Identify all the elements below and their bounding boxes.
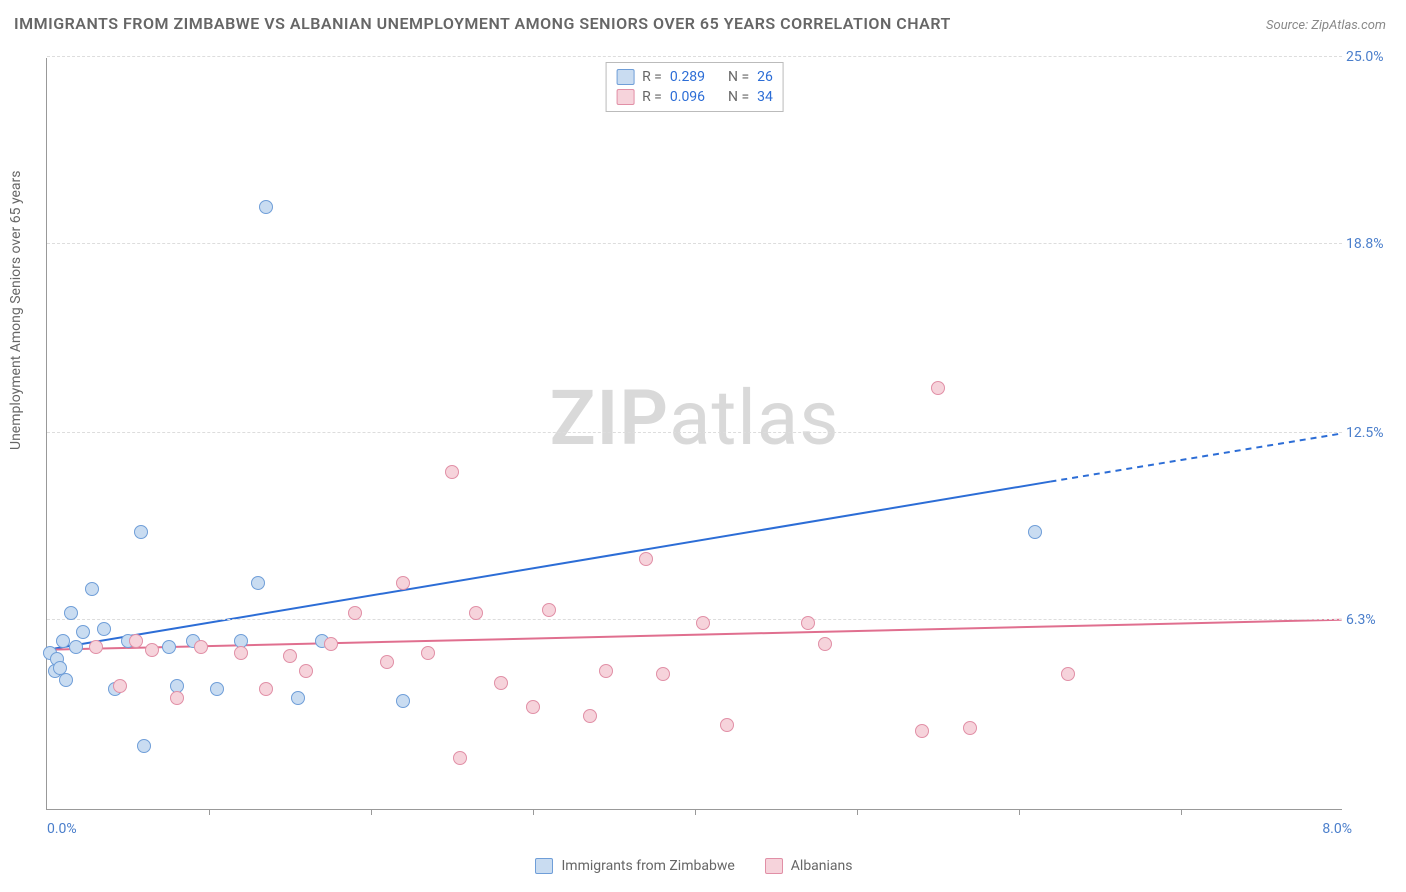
trend-line-dashed bbox=[1050, 434, 1341, 482]
scatter-point bbox=[396, 576, 410, 590]
x-tick-mark bbox=[1019, 809, 1020, 815]
n-value: 34 bbox=[757, 89, 773, 105]
scatter-point bbox=[129, 634, 143, 648]
gridline-h bbox=[47, 432, 1342, 433]
r-label: R = bbox=[642, 69, 662, 85]
scatter-point bbox=[113, 679, 127, 693]
scatter-point bbox=[801, 616, 815, 630]
source-attribution: Source: ZipAtlas.com bbox=[1266, 18, 1386, 33]
scatter-point bbox=[251, 576, 265, 590]
scatter-point bbox=[137, 739, 151, 753]
legend-label: Albanians bbox=[791, 858, 853, 874]
y-tick-label: 18.8% bbox=[1346, 236, 1396, 252]
y-tick-label: 6.3% bbox=[1346, 612, 1396, 628]
r-label: R = bbox=[642, 89, 662, 105]
legend-bottom: Immigrants from Zimbabwe Albanians bbox=[46, 858, 1342, 874]
scatter-point bbox=[162, 640, 176, 654]
scatter-point bbox=[599, 664, 613, 678]
correlation-stat-box: R = 0.289 N = 26 R = 0.096 N = 34 bbox=[605, 62, 784, 112]
legend-item: Albanians bbox=[765, 858, 853, 874]
scatter-point bbox=[421, 646, 435, 660]
scatter-point bbox=[453, 751, 467, 765]
x-tick-mark bbox=[209, 809, 210, 815]
y-tick-label: 12.5% bbox=[1346, 425, 1396, 441]
scatter-point bbox=[1028, 525, 1042, 539]
legend-label: Immigrants from Zimbabwe bbox=[561, 858, 734, 874]
x-tick-mark bbox=[533, 809, 534, 815]
scatter-point bbox=[818, 637, 832, 651]
legend-item: Immigrants from Zimbabwe bbox=[535, 858, 734, 874]
scatter-point bbox=[291, 691, 305, 705]
scatter-point bbox=[656, 667, 670, 681]
scatter-point bbox=[542, 603, 556, 617]
legend-swatch bbox=[765, 858, 783, 874]
y-axis-label: Unemployment Among Seniors over 65 years bbox=[8, 171, 24, 451]
r-value: 0.289 bbox=[670, 69, 705, 85]
gridline-h bbox=[47, 56, 1342, 57]
scatter-point bbox=[89, 640, 103, 654]
trend-layer bbox=[47, 58, 1342, 809]
scatter-point bbox=[56, 634, 70, 648]
n-value: 26 bbox=[757, 69, 773, 85]
gridline-h bbox=[47, 243, 1342, 244]
legend-swatch bbox=[616, 89, 634, 105]
scatter-point bbox=[283, 649, 297, 663]
scatter-point bbox=[170, 691, 184, 705]
legend-swatch bbox=[616, 69, 634, 85]
scatter-point bbox=[494, 676, 508, 690]
scatter-point bbox=[963, 721, 977, 735]
chart-title: IMMIGRANTS FROM ZIMBABWE VS ALBANIAN UNE… bbox=[14, 14, 951, 33]
scatter-point bbox=[259, 200, 273, 214]
scatter-point bbox=[59, 673, 73, 687]
scatter-point bbox=[97, 622, 111, 636]
x-tick-mark bbox=[1181, 809, 1182, 815]
y-tick-label: 25.0% bbox=[1346, 49, 1396, 65]
stat-row: R = 0.096 N = 34 bbox=[616, 87, 773, 107]
x-tick-max: 8.0% bbox=[1322, 821, 1352, 837]
scatter-point bbox=[234, 646, 248, 660]
scatter-point bbox=[915, 724, 929, 738]
scatter-point bbox=[85, 582, 99, 596]
scatter-point bbox=[931, 381, 945, 395]
stat-row: R = 0.289 N = 26 bbox=[616, 67, 773, 87]
gridline-h bbox=[47, 619, 1342, 620]
scatter-point bbox=[299, 664, 313, 678]
n-label: N = bbox=[728, 89, 749, 105]
x-tick-mark bbox=[695, 809, 696, 815]
scatter-point bbox=[469, 606, 483, 620]
scatter-point bbox=[348, 606, 362, 620]
scatter-point bbox=[396, 694, 410, 708]
chart-container: IMMIGRANTS FROM ZIMBABWE VS ALBANIAN UNE… bbox=[0, 0, 1406, 892]
scatter-point bbox=[445, 465, 459, 479]
scatter-point bbox=[134, 525, 148, 539]
scatter-point bbox=[259, 682, 273, 696]
x-tick-mark bbox=[857, 809, 858, 815]
scatter-point bbox=[194, 640, 208, 654]
legend-swatch bbox=[535, 858, 553, 874]
scatter-point bbox=[380, 655, 394, 669]
scatter-point bbox=[76, 625, 90, 639]
trend-line bbox=[47, 482, 1050, 650]
plot-area: ZIPatlas 6.3%12.5%18.8%25.0%0.0%8.0%R =0… bbox=[46, 58, 1342, 810]
r-value: 0.096 bbox=[670, 89, 705, 105]
scatter-point bbox=[583, 709, 597, 723]
scatter-point bbox=[696, 616, 710, 630]
x-tick-mark bbox=[371, 809, 372, 815]
scatter-point bbox=[69, 640, 83, 654]
scatter-point bbox=[639, 552, 653, 566]
n-label: N = bbox=[728, 69, 749, 85]
scatter-point bbox=[210, 682, 224, 696]
scatter-point bbox=[145, 643, 159, 657]
scatter-point bbox=[720, 718, 734, 732]
scatter-point bbox=[526, 700, 540, 714]
scatter-point bbox=[64, 606, 78, 620]
x-tick-min: 0.0% bbox=[47, 821, 77, 837]
scatter-point bbox=[1061, 667, 1075, 681]
scatter-point bbox=[324, 637, 338, 651]
